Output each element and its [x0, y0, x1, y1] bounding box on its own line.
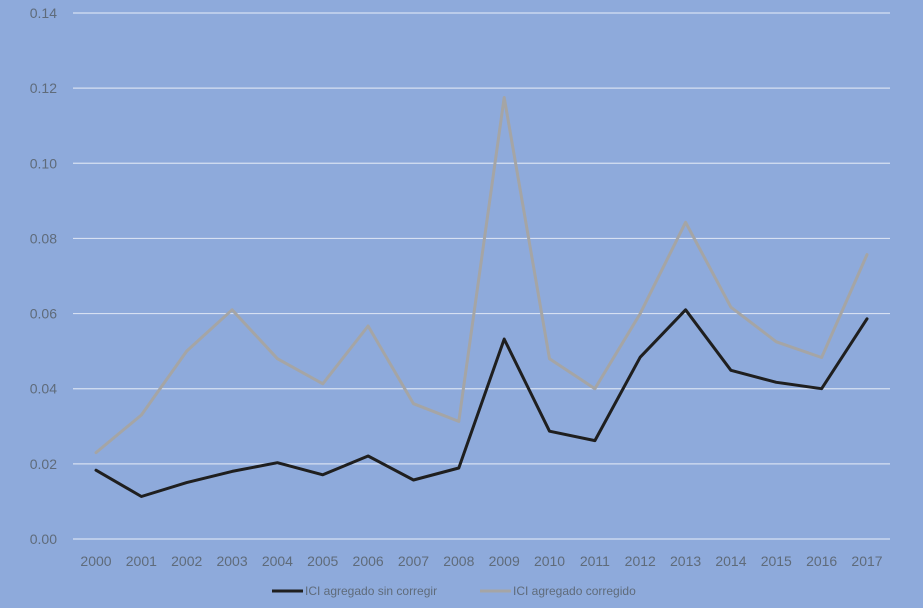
y-tick-label: 0.12 [30, 80, 57, 96]
series-lines [94, 96, 869, 498]
legend-label: ICI agregado sin corregir [305, 584, 437, 598]
x-tick-label: 2000 [80, 553, 111, 569]
x-tick-label: 2004 [262, 553, 293, 569]
gridlines [73, 12, 890, 540]
y-tick-label: 0.00 [30, 531, 57, 547]
x-tick-label: 2006 [353, 553, 384, 569]
x-tick-label: 2003 [216, 553, 247, 569]
x-tick-label: 2007 [398, 553, 429, 569]
x-tick-label: 2010 [534, 553, 565, 569]
y-tick-label: 0.06 [30, 306, 57, 322]
legend-label: ICI agregado corregido [513, 584, 636, 598]
y-tick-label: 0.08 [30, 230, 57, 246]
legend: ICI agregado sin corregir ICI agregado co… [272, 584, 636, 598]
x-axis-ticks: 2000 2001 2002 2003 2004 2005 2006 2007 2008 2009… [80, 553, 882, 569]
x-tick-label: 2001 [126, 553, 157, 569]
x-tick-label: 2013 [670, 553, 701, 569]
x-tick-label: 2017 [851, 553, 882, 569]
x-tick-label: 2011 [580, 553, 610, 569]
series-line [94, 96, 869, 455]
y-tick-label: 0.14 [30, 5, 57, 21]
y-tick-label: 0.04 [30, 381, 57, 397]
x-tick-label: 2002 [171, 553, 202, 569]
x-tick-label: 2015 [761, 553, 792, 569]
x-tick-label: 2008 [443, 553, 474, 569]
y-tick-label: 0.10 [30, 155, 57, 171]
y-axis-ticks: 0.00 0.02 0.04 0.06 0.08 0.10 0.12 0.14 [30, 5, 57, 547]
x-tick-label: 2009 [489, 553, 520, 569]
x-tick-label: 2016 [806, 553, 837, 569]
x-tick-label: 2012 [625, 553, 656, 569]
x-tick-label: 2005 [307, 553, 338, 569]
y-tick-label: 0.02 [30, 456, 57, 472]
x-tick-label: 2014 [715, 553, 746, 569]
series-line [94, 308, 869, 498]
